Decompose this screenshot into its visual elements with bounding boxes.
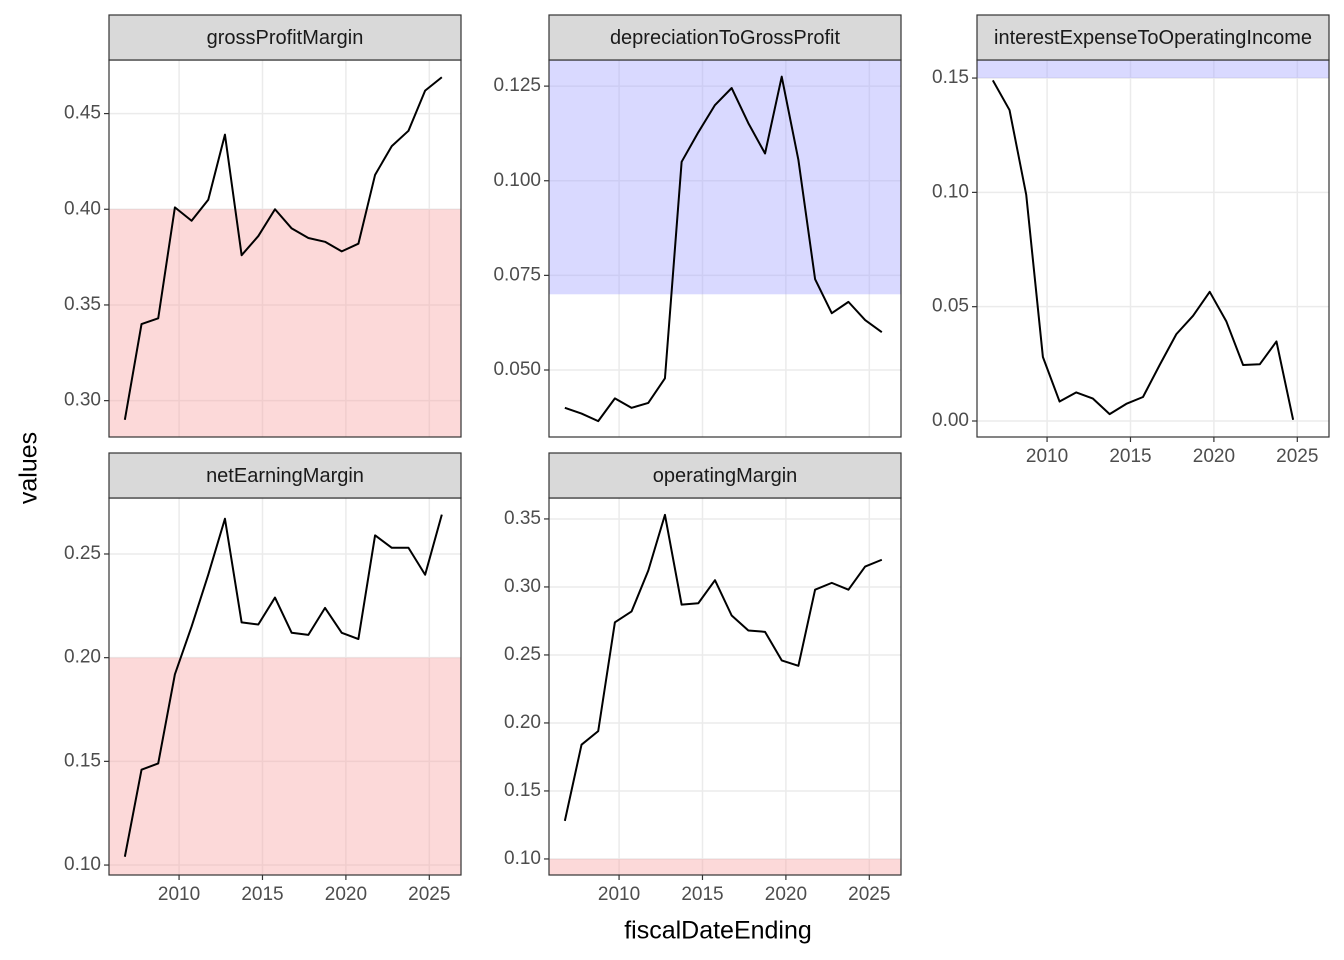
x-tick-label: 2020: [325, 884, 367, 905]
y-tick-label: 0.25: [504, 644, 541, 665]
x-axis-title: fiscalDateEnding: [624, 917, 812, 945]
y-tick-label: 0.125: [493, 75, 541, 96]
strip-clip: grossProfitMargin: [207, 27, 364, 49]
line: [991, 79, 1295, 421]
y-tick-label: 0.30: [64, 390, 101, 411]
line: [123, 76, 443, 420]
y-tick-label: 0.10: [64, 854, 101, 875]
y-tick-label: 0.35: [504, 508, 541, 529]
panel: [109, 60, 461, 437]
x-tick-label: 2020: [1193, 446, 1235, 467]
x-tick-label: 2015: [241, 884, 283, 905]
panel: [549, 60, 901, 437]
strip: [108, 14, 462, 61]
x-tick-label: 2020: [765, 884, 807, 905]
strip: [108, 452, 462, 499]
x-tick-label: 2025: [408, 884, 450, 905]
y-tick-label: 0.10: [504, 848, 541, 869]
y-tick-label: 0.45: [64, 103, 101, 124]
y-tick-label: 0.10: [932, 181, 969, 202]
panel-background: [109, 60, 461, 437]
x-tick-label: 2025: [848, 884, 890, 905]
strip-title: depreciationToGrossProfit: [610, 27, 841, 49]
panel: [549, 498, 901, 875]
strip-title: operatingMargin: [653, 465, 798, 487]
strip: [548, 452, 902, 499]
y-tick-label: 0.20: [64, 647, 101, 668]
strip-clip: depreciationToGrossProfit: [610, 27, 841, 49]
x-tick-label: 2025: [1276, 446, 1318, 467]
y-tick-label: 0.15: [504, 780, 541, 801]
strip-clip: netEarningMargin: [206, 465, 364, 487]
panel: [977, 60, 1329, 437]
x-tick-label: 2015: [1109, 446, 1151, 467]
panel-background: [109, 498, 461, 875]
panel-background: [549, 60, 901, 437]
threshold-band: [549, 858, 901, 875]
strip-clip: interestExpenseToOperatingIncome: [994, 27, 1312, 49]
x-tick-label: 2010: [1026, 446, 1068, 467]
x-tick-label: 2015: [681, 884, 723, 905]
panel-background: [549, 498, 901, 875]
line: [563, 513, 883, 822]
threshold-band: [109, 209, 461, 437]
y-tick-label: 0.050: [493, 359, 541, 380]
y-tick-label: 0.075: [493, 264, 541, 285]
threshold-band: [109, 657, 461, 875]
strip-title: interestExpenseToOperatingIncome: [994, 27, 1312, 49]
threshold-band: [977, 60, 1329, 79]
panel-background: [977, 60, 1329, 437]
strip: [976, 14, 1330, 61]
strip-title: grossProfitMargin: [207, 27, 364, 49]
y-tick-label: 0.25: [64, 543, 101, 564]
y-tick-label: 0.35: [64, 294, 101, 315]
x-tick-label: 2010: [598, 884, 640, 905]
strip-clip: operatingMargin: [653, 465, 798, 487]
y-tick-label: 0.30: [504, 576, 541, 597]
y-tick-label: 0.100: [493, 170, 541, 191]
y-tick-label: 0.00: [932, 410, 969, 431]
y-tick-label: 0.15: [932, 67, 969, 88]
line: [564, 75, 883, 423]
line: [123, 514, 443, 857]
x-tick-label: 2010: [158, 884, 200, 905]
threshold-band: [549, 60, 901, 295]
y-tick-label: 0.15: [64, 750, 101, 771]
panel: [109, 498, 461, 875]
y-tick-label: 0.40: [64, 198, 101, 219]
strip: [548, 14, 902, 61]
strip-title: netEarningMargin: [206, 465, 364, 487]
y-tick-label: 0.20: [504, 712, 541, 733]
y-tick-label: 0.05: [932, 296, 969, 317]
y-axis-title: values: [15, 432, 43, 504]
